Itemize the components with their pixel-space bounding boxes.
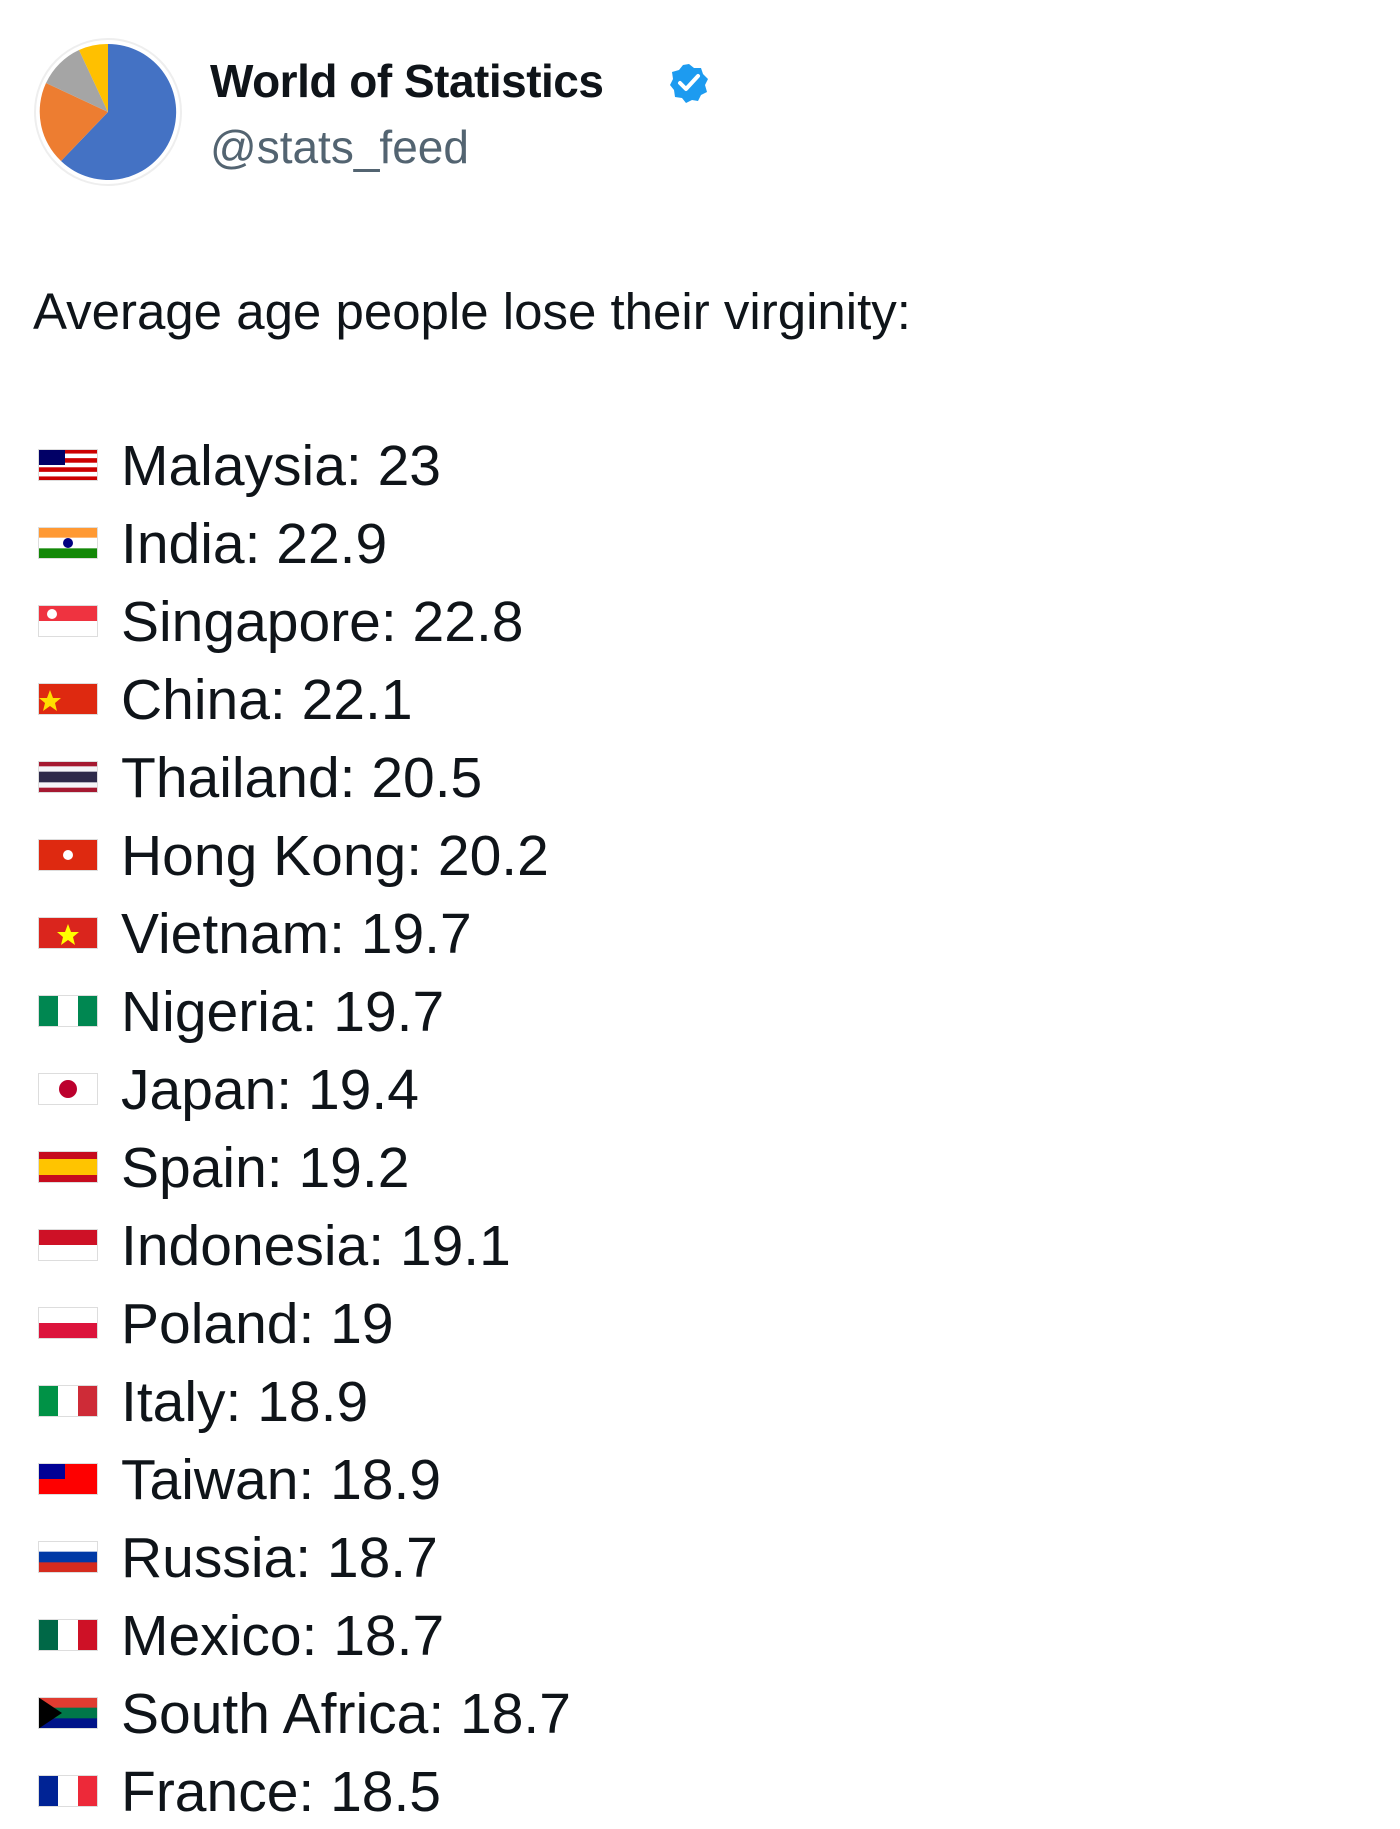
item-text: India: 22.9 bbox=[121, 512, 388, 576]
list-item: Nigeria: 19.7 bbox=[0, 971, 1400, 1049]
flag-icon bbox=[38, 1541, 98, 1573]
list-item: South Africa: 18.7 bbox=[0, 1673, 1400, 1751]
flag-icon bbox=[38, 1307, 98, 1339]
item-text: Singapore: 22.8 bbox=[121, 590, 524, 654]
flag-icon bbox=[38, 683, 98, 715]
flag-icon bbox=[38, 839, 98, 871]
item-text: Nigeria: 19.7 bbox=[121, 980, 445, 1044]
post-text: Average age people lose their virginity: bbox=[33, 283, 911, 340]
item-text: Vietnam: 19.7 bbox=[121, 902, 472, 966]
item-text: Mexico: 18.7 bbox=[121, 1604, 445, 1668]
flag-icon bbox=[38, 449, 98, 481]
flag-icon bbox=[38, 605, 98, 637]
item-text: Indonesia: 19.1 bbox=[121, 1214, 511, 1278]
page: World of Statistics @stats_feed Average … bbox=[0, 37, 1400, 1824]
flag-icon bbox=[38, 761, 98, 793]
list-item: Vietnam: 19.7 bbox=[0, 893, 1400, 971]
account-handle[interactable]: @stats_feed bbox=[210, 121, 469, 173]
flag-icon bbox=[38, 1697, 98, 1729]
flag-icon bbox=[38, 917, 98, 949]
flag-icon bbox=[38, 1229, 98, 1261]
avatar[interactable] bbox=[33, 37, 183, 187]
account-name[interactable]: World of Statistics bbox=[210, 55, 604, 107]
flag-icon bbox=[38, 527, 98, 559]
item-text: Malaysia: 23 bbox=[121, 434, 441, 498]
flag-icon bbox=[38, 1151, 98, 1183]
list-item: Singapore: 22.8 bbox=[0, 581, 1400, 659]
item-text: Taiwan: 18.9 bbox=[121, 1448, 442, 1512]
item-text: Japan: 19.4 bbox=[121, 1058, 419, 1122]
list-item: Thailand: 20.5 bbox=[0, 737, 1400, 815]
flag-icon bbox=[38, 1385, 98, 1417]
item-text: China: 22.1 bbox=[121, 668, 413, 732]
item-text: Italy: 18.9 bbox=[121, 1370, 369, 1434]
list-item: Russia: 18.7 bbox=[0, 1517, 1400, 1595]
list-item: Indonesia: 19.1 bbox=[0, 1205, 1400, 1283]
flag-icon bbox=[38, 1775, 98, 1807]
item-text: Spain: 19.2 bbox=[121, 1136, 410, 1200]
flag-icon bbox=[38, 1073, 98, 1105]
list-item: Mexico: 18.7 bbox=[0, 1595, 1400, 1673]
item-text: Hong Kong: 20.2 bbox=[121, 824, 549, 888]
list-item: Spain: 19.2 bbox=[0, 1127, 1400, 1205]
list-item: France: 18.5 bbox=[0, 1751, 1400, 1829]
flag-icon bbox=[38, 1463, 98, 1495]
list-item: Italy: 18.9 bbox=[0, 1361, 1400, 1439]
item-text: Thailand: 20.5 bbox=[121, 746, 483, 810]
list-item: Hong Kong: 20.2 bbox=[0, 815, 1400, 893]
list-item: India: 22.9 bbox=[0, 503, 1400, 581]
flag-icon bbox=[38, 995, 98, 1027]
list-item: Japan: 19.4 bbox=[0, 1049, 1400, 1127]
item-text: Poland: 19 bbox=[121, 1292, 394, 1356]
list-item: Poland: 19 bbox=[0, 1283, 1400, 1361]
list-item: China: 22.1 bbox=[0, 659, 1400, 737]
list-item: Malaysia: 23 bbox=[0, 425, 1400, 503]
item-text: France: 18.5 bbox=[121, 1760, 442, 1824]
item-text: Russia: 18.7 bbox=[121, 1526, 438, 1590]
list-item: Taiwan: 18.9 bbox=[0, 1439, 1400, 1517]
flag-icon bbox=[38, 1619, 98, 1651]
item-text: South Africa: 18.7 bbox=[121, 1682, 571, 1746]
verified-badge bbox=[670, 64, 708, 103]
